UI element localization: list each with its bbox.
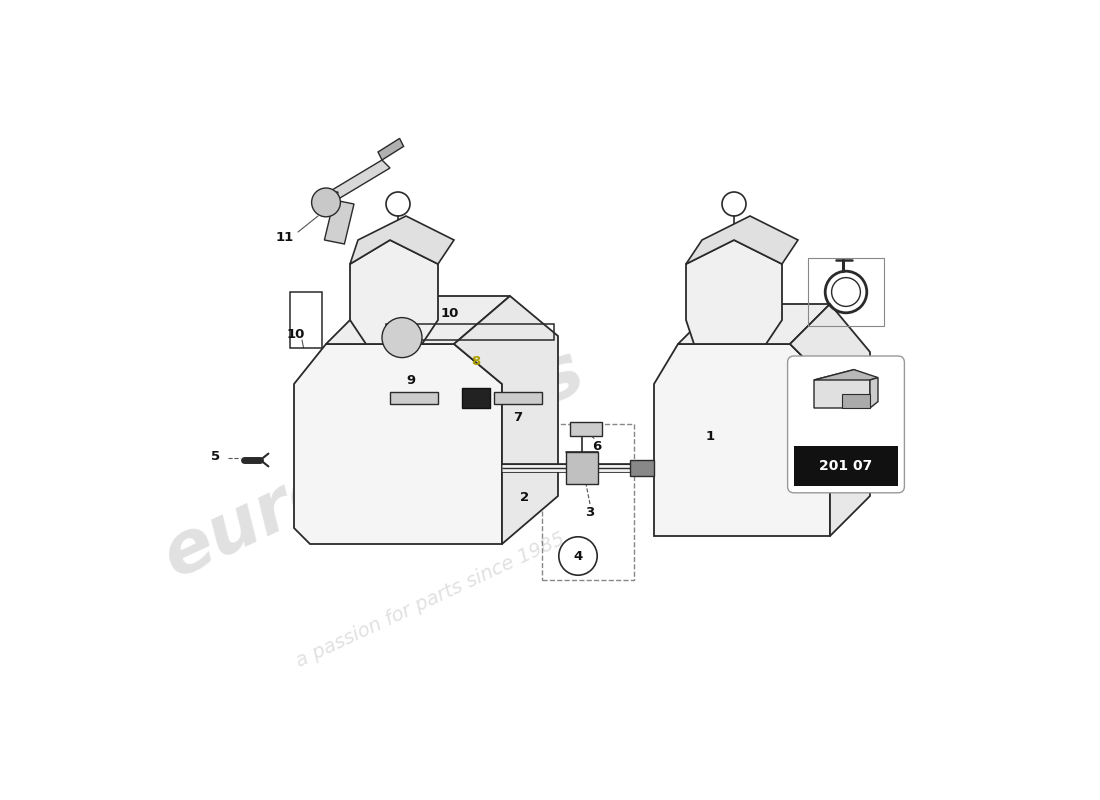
Text: 1: 1 (705, 430, 715, 442)
Polygon shape (390, 392, 438, 404)
Polygon shape (378, 138, 404, 160)
Text: 6: 6 (592, 440, 601, 453)
FancyBboxPatch shape (788, 356, 904, 493)
Text: a passion for parts since 1985: a passion for parts since 1985 (293, 529, 568, 671)
Polygon shape (814, 370, 878, 380)
Text: 7: 7 (514, 411, 522, 424)
Polygon shape (324, 200, 354, 244)
Polygon shape (814, 370, 870, 408)
Polygon shape (318, 192, 338, 212)
Text: 8: 8 (471, 355, 481, 368)
Circle shape (382, 318, 422, 358)
Polygon shape (686, 240, 782, 344)
Polygon shape (462, 388, 490, 408)
Polygon shape (678, 304, 830, 344)
Text: 3: 3 (585, 506, 595, 518)
Polygon shape (294, 344, 502, 544)
Polygon shape (842, 394, 870, 408)
FancyBboxPatch shape (794, 446, 898, 486)
Text: 2: 2 (520, 491, 529, 504)
Polygon shape (326, 296, 510, 344)
Text: eurospares: eurospares (153, 336, 595, 592)
Polygon shape (654, 344, 830, 536)
Polygon shape (790, 304, 870, 536)
Polygon shape (322, 160, 390, 204)
Polygon shape (350, 216, 454, 264)
Polygon shape (494, 392, 542, 404)
Polygon shape (454, 296, 558, 544)
Text: 10: 10 (286, 328, 305, 341)
Polygon shape (350, 240, 438, 344)
Polygon shape (630, 460, 654, 476)
Text: 4: 4 (573, 550, 583, 562)
Text: 10: 10 (441, 307, 459, 320)
Polygon shape (686, 216, 798, 264)
Circle shape (311, 188, 340, 217)
Text: 11: 11 (275, 231, 294, 244)
Polygon shape (870, 378, 878, 408)
Text: 201 07: 201 07 (820, 459, 872, 474)
Text: 9: 9 (406, 374, 416, 387)
Polygon shape (566, 452, 598, 484)
Polygon shape (570, 422, 602, 436)
Text: 5: 5 (211, 450, 220, 462)
